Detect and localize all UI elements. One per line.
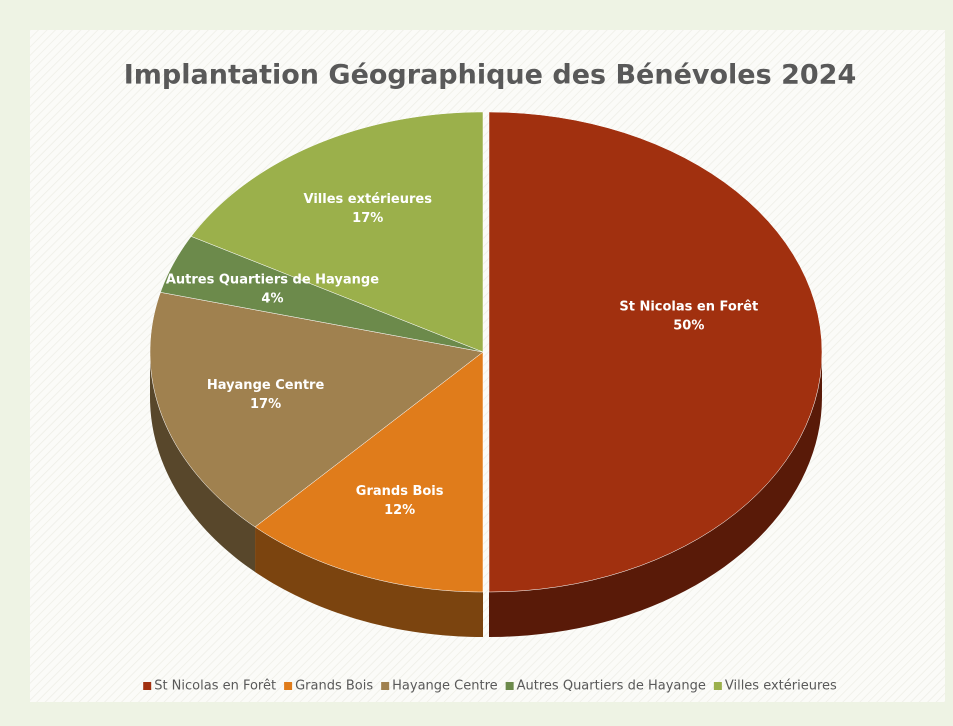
slice-value: 17% <box>352 211 383 226</box>
slice-label: Villes extérieures <box>304 192 433 207</box>
slice <box>190 111 484 353</box>
slice-label: Hayange Centre <box>207 378 325 393</box>
slice-value: 50% <box>673 319 704 334</box>
slice <box>149 292 484 528</box>
slice <box>254 351 484 593</box>
slice-value: 17% <box>250 397 281 412</box>
legend-label: Villes extérieures <box>725 679 837 694</box>
slice-side <box>489 352 822 637</box>
slice-value: 12% <box>384 503 415 518</box>
slice-label: Grands Bois <box>356 484 444 499</box>
slice-value: 4% <box>261 291 283 306</box>
pie: St Nicolas en Forêt 50% Grands Bois 12% Haya… <box>149 111 823 637</box>
slice-label: Autres Quartiers de Hayange <box>166 272 379 287</box>
legend: St Nicolas en Forêt Grands Bois Hayange Ce… <box>143 679 837 694</box>
chart-title: Implantation Géographique des Bénévoles … <box>124 60 856 91</box>
legend-label: Grands Bois <box>295 679 373 694</box>
slice-side <box>255 526 483 637</box>
legend-swatch <box>505 682 514 690</box>
slice-side <box>150 352 256 572</box>
slice <box>160 236 484 353</box>
legend-label: Autres Quartiers de Hayange <box>517 679 706 694</box>
slice <box>488 111 823 593</box>
legend-swatch <box>284 682 293 690</box>
legend-label: Hayange Centre <box>392 679 498 694</box>
legend-swatch <box>381 682 390 690</box>
legend-label: St Nicolas en Forêt <box>154 679 276 694</box>
legend-swatch <box>713 682 722 690</box>
slice-label: St Nicolas en Forêt <box>619 300 758 315</box>
legend-swatch <box>143 682 152 690</box>
